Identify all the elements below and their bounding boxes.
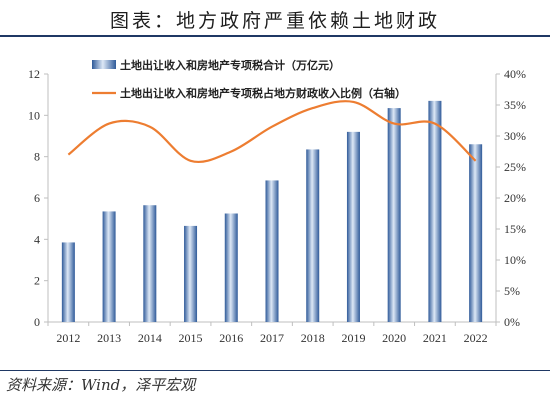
y-left-tick-label: 12 — [28, 67, 40, 81]
line-path — [67, 100, 477, 163]
y-left-tick-label: 10 — [28, 108, 40, 122]
bar — [143, 205, 157, 322]
x-tick-label: 2012 — [56, 331, 80, 345]
bar — [102, 211, 116, 322]
x-tick-label: 2016 — [219, 331, 243, 345]
x-tick-label: 2013 — [97, 331, 121, 345]
bar — [61, 242, 75, 322]
bar-series — [61, 100, 483, 322]
bar — [346, 131, 360, 322]
y-right-tick-label: 5% — [504, 284, 520, 298]
legend: 土地出让收入和房地产专项税合计（万亿元） 土地出让收入和房地产专项税占地方财政收入… — [92, 58, 406, 100]
x-tick-label: 2018 — [301, 331, 325, 345]
x-tick-label: 2015 — [179, 331, 203, 345]
bar — [428, 100, 442, 322]
x-tick-label: 2022 — [464, 331, 488, 345]
x-tick-label: 2020 — [382, 331, 406, 345]
y-right-tick-label: 35% — [504, 98, 526, 112]
footer-rule — [0, 370, 550, 371]
y-left-tick-label: 6 — [34, 191, 40, 205]
header-rule — [0, 35, 550, 37]
bar — [306, 149, 320, 322]
y-right-tick-label: 0% — [504, 315, 520, 329]
x-tick-label: 2021 — [423, 331, 447, 345]
bar — [265, 180, 279, 322]
legend-label-bar: 土地出让收入和房地产专项税合计（万亿元） — [120, 58, 340, 72]
legend-swatch-bar — [92, 60, 116, 69]
y-left-tick-label: 2 — [34, 274, 40, 288]
header: 图表：地方政府严重依赖土地财政 — [0, 0, 550, 36]
y-right-tick-label: 10% — [504, 253, 526, 267]
y-left-tick-label: 8 — [34, 150, 40, 164]
x-tick-label: 2017 — [260, 331, 284, 345]
source-note: 资料来源：Wind，泽平宏观 — [6, 376, 196, 394]
y-left-tick-label: 0 — [34, 315, 40, 329]
bar — [184, 225, 198, 322]
x-tick-label: 2019 — [341, 331, 365, 345]
legend-label-line: 土地出让收入和房地产专项税占地方财政收入比例（右轴） — [120, 86, 406, 100]
chart: 0 2 4 6 8 10 12 0% 5% 10% 15% 20% 25% 30% 35% 40% 2012 20… — [28, 58, 526, 345]
y-left-tick-label: 4 — [34, 232, 40, 246]
y-right-tick-label: 25% — [504, 160, 526, 174]
bar — [224, 213, 238, 322]
axes: 0 2 4 6 8 10 12 0% 5% 10% 15% 20% 25% 30% 35% 40% 2012 20… — [28, 67, 526, 345]
y-right-tick-label: 30% — [504, 129, 526, 143]
x-tick-label: 2014 — [138, 331, 162, 345]
y-right-tick-label: 15% — [504, 222, 526, 236]
y-right-tick-label: 40% — [504, 67, 526, 81]
chart-title: 图表：地方政府严重依赖土地财政 — [109, 10, 440, 32]
y-right-tick-label: 20% — [504, 191, 526, 205]
line-series — [67, 100, 477, 163]
bar — [469, 144, 483, 322]
bar — [387, 108, 401, 322]
